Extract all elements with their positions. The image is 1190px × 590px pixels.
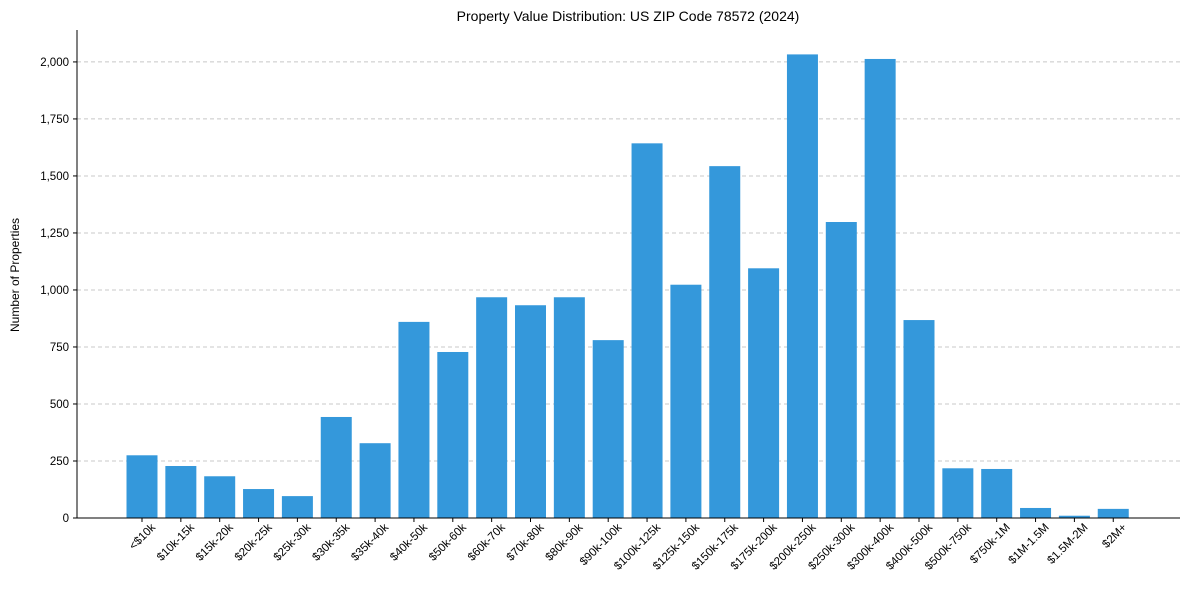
bar bbox=[981, 468, 1013, 518]
y-axis-ticks: 0 250 500 750 1,000 1,250 1,500 1,750 2,000 bbox=[40, 57, 77, 525]
x-tick-label: $10k-15k bbox=[155, 521, 197, 563]
bar bbox=[709, 166, 741, 519]
x-tick-label: $70k-80k bbox=[505, 521, 547, 563]
bar bbox=[359, 443, 391, 518]
y-tick-label: 500 bbox=[50, 399, 69, 411]
bar bbox=[1020, 507, 1052, 518]
bar bbox=[515, 305, 546, 518]
y-tick-label: 1,000 bbox=[40, 285, 69, 297]
bar bbox=[942, 468, 974, 518]
bar bbox=[437, 351, 469, 518]
x-tick-label: <$10k bbox=[127, 521, 158, 552]
x-tick-label: $40k-50k bbox=[388, 521, 430, 563]
bar bbox=[243, 489, 275, 518]
bar bbox=[398, 321, 430, 518]
y-tick-label: 750 bbox=[50, 342, 69, 354]
x-tick-label: $20k-25k bbox=[233, 521, 275, 563]
y-tick-label: 250 bbox=[50, 456, 69, 468]
bar bbox=[281, 496, 313, 518]
y-tick-label: 0 bbox=[63, 513, 69, 525]
y-axis-label: Number of Properties bbox=[8, 218, 22, 332]
y-tick-label: 1,750 bbox=[40, 114, 69, 126]
x-tick-label: $15k-20k bbox=[194, 521, 236, 563]
x-tick-label: $25k-30k bbox=[272, 521, 314, 563]
x-tick-label: $1.5M-2M bbox=[1045, 522, 1090, 567]
x-tick-label: $50k-60k bbox=[427, 521, 469, 563]
bar bbox=[553, 297, 585, 518]
bar bbox=[748, 268, 780, 518]
x-tick-label: $2M+ bbox=[1100, 521, 1129, 550]
x-tick-label: $750k-1M bbox=[968, 522, 1013, 567]
bar bbox=[903, 320, 935, 518]
x-tick-label: $30k-35k bbox=[310, 521, 352, 563]
bar bbox=[1058, 515, 1090, 518]
bars bbox=[126, 54, 1129, 519]
bar bbox=[864, 58, 896, 518]
bar bbox=[592, 340, 624, 518]
bar bbox=[320, 416, 352, 518]
bar bbox=[631, 143, 663, 518]
bar bbox=[670, 284, 702, 518]
bar bbox=[165, 466, 197, 518]
bar bbox=[786, 54, 818, 519]
chart-title: Property Value Distribution: US ZIP Code… bbox=[457, 8, 800, 24]
x-tick-label: $60k-70k bbox=[466, 521, 508, 563]
y-tick-label: 1,500 bbox=[40, 171, 69, 183]
grid-lines bbox=[77, 61, 1180, 462]
bar bbox=[476, 297, 508, 518]
y-tick-label: 2,000 bbox=[40, 57, 69, 69]
x-tick-label: $1M-1.5M bbox=[1007, 522, 1052, 567]
y-tick-label: 1,250 bbox=[40, 228, 69, 240]
bar bbox=[204, 476, 236, 518]
x-axis-ticks: <$10k$10k-15k$15k-20k$20k-25k$25k-30k$30… bbox=[127, 518, 1130, 573]
bar bbox=[1097, 508, 1129, 518]
bar bbox=[126, 455, 158, 518]
x-tick-label: $35k-40k bbox=[349, 521, 391, 563]
bar bbox=[825, 222, 857, 518]
